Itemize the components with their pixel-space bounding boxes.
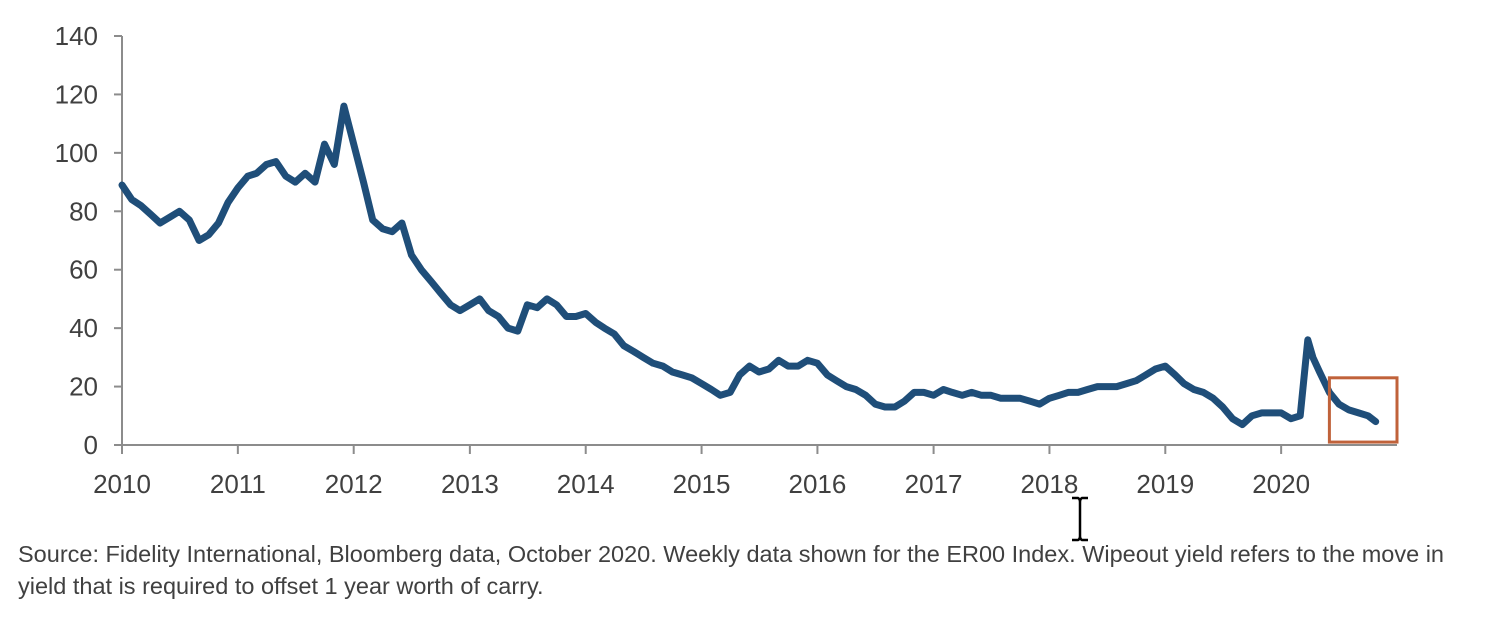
source-note: Source: Fidelity International, Bloomber… [18,541,1444,599]
y-tick-label: 20 [69,372,98,402]
y-tick-label: 0 [84,430,98,460]
y-tick-label: 120 [55,79,98,109]
x-tick-label: 2013 [441,469,499,499]
x-tick-label: 2018 [1021,469,1079,499]
x-tick-label: 2011 [210,469,266,499]
x-tick-label: 2019 [1136,469,1194,499]
x-tick-label: 2012 [325,469,383,499]
x-tick-label: 2015 [673,469,731,499]
x-tick-label: 2014 [557,469,615,499]
x-tick-label: 2017 [905,469,963,499]
y-tick-label: 60 [69,255,98,285]
x-tick-label: 2010 [93,469,151,499]
y-tick-label: 140 [55,21,98,51]
x-tick-label: 2016 [789,469,847,499]
x-axis-ticks: 2010 2011 2012 2013 2014 2015 2016 2017 2018 2019… [93,445,1310,499]
highlight-box [1327,376,1399,444]
y-tick-label: 100 [55,138,98,168]
text-cursor-icon [1072,496,1088,542]
y-tick-label: 80 [69,196,98,226]
y-axis-ticks: 0 20 40 60 80 100 120 140 [55,21,122,460]
series-line [118,102,1380,429]
x-tick-label: 2020 [1252,469,1310,499]
y-tick-label: 40 [69,313,98,343]
